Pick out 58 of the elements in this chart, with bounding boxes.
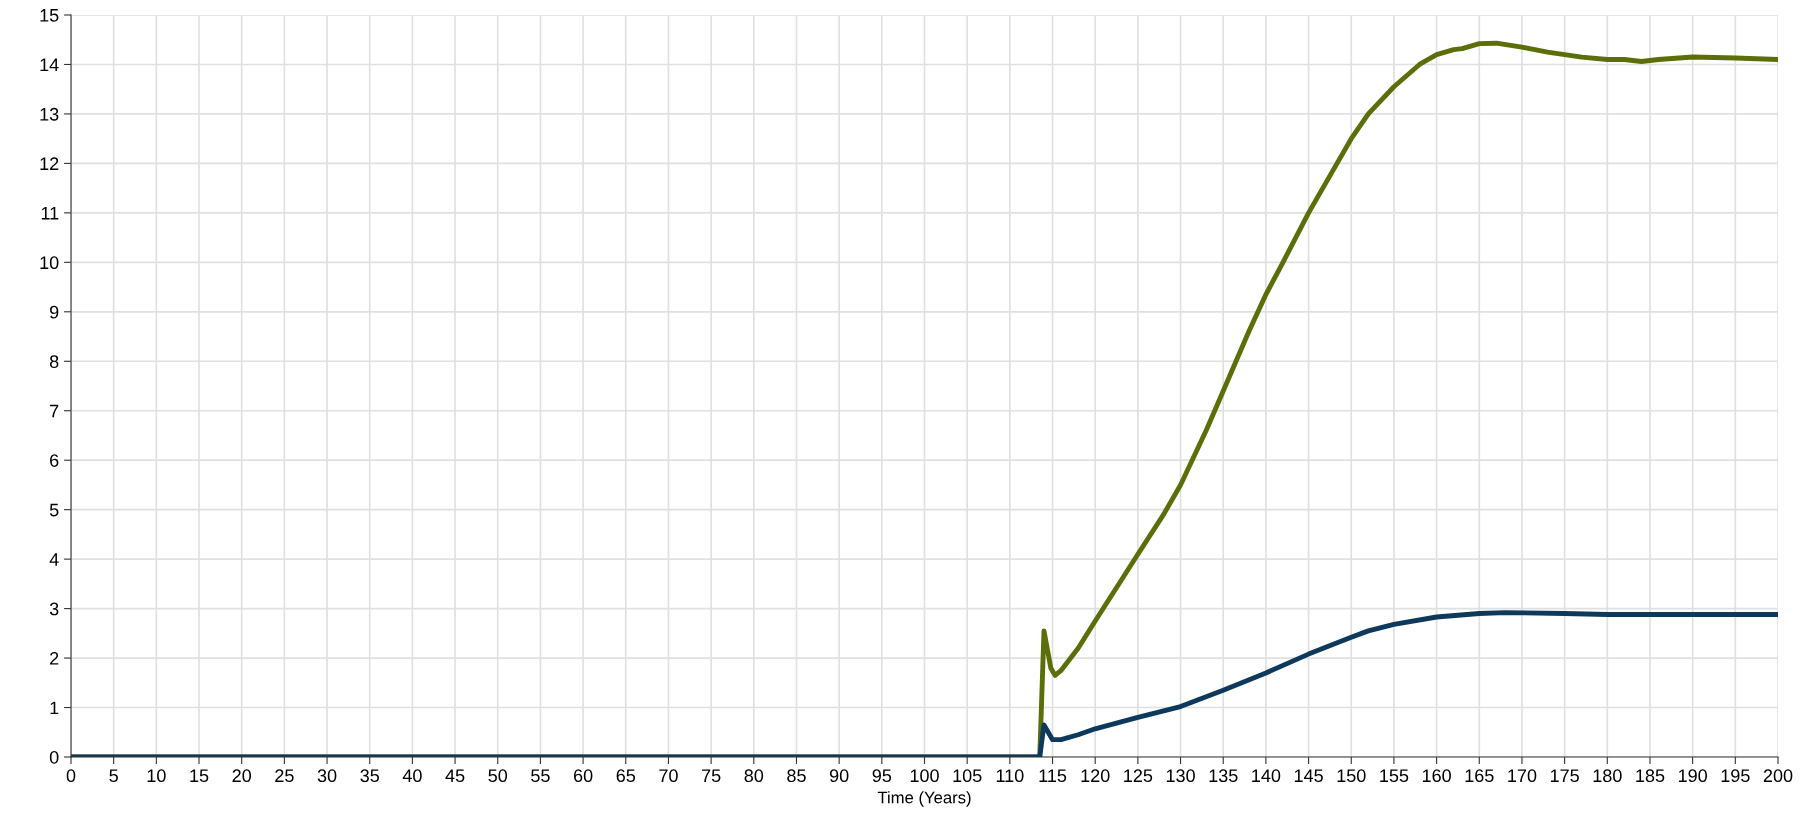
- x-tick-label: 80: [744, 769, 764, 783]
- x-tick-label: 135: [1209, 769, 1238, 783]
- y-tick-label: 5: [49, 503, 59, 517]
- x-tick-label: 45: [445, 769, 465, 783]
- y-tick-label: 0: [49, 750, 59, 764]
- x-tick-label: 10: [147, 769, 166, 783]
- x-tick-label: 120: [1081, 769, 1110, 783]
- x-tick-label: 90: [829, 769, 849, 783]
- x-tick-label: 85: [787, 769, 806, 783]
- x-tick-label: 50: [488, 769, 508, 783]
- x-tick-label: 65: [616, 769, 636, 783]
- y-tick-label: 6: [50, 454, 59, 467]
- x-tick-label: 140: [1252, 769, 1281, 783]
- x-tick-label: 190: [1678, 769, 1708, 783]
- x-axis-title: Time (Years): [877, 791, 971, 807]
- y-tick-label: 11: [41, 206, 59, 220]
- x-tick-label: 150: [1337, 769, 1366, 783]
- x-tick-label: 155: [1380, 769, 1409, 783]
- x-tick-label: 0: [66, 769, 76, 783]
- y-tick-label: 8: [49, 355, 59, 368]
- y-tick-label: 9: [50, 305, 59, 319]
- x-tick-label: 200: [1763, 769, 1793, 783]
- y-tick-label: 15: [40, 9, 59, 22]
- x-tick-label: 130: [1166, 769, 1195, 783]
- y-tick-label: 14: [40, 58, 59, 72]
- x-tick-label: 105: [953, 769, 982, 783]
- y-tick-label: 4: [49, 553, 59, 566]
- x-tick-label: 115: [1039, 769, 1067, 783]
- x-tick-label: 195: [1721, 769, 1750, 783]
- x-tick-label: 20: [232, 769, 252, 783]
- x-tick-label: 145: [1294, 769, 1323, 783]
- y-tick-label: 7: [50, 404, 59, 418]
- x-tick-label: 40: [402, 769, 422, 783]
- x-tick-label: 5: [109, 769, 118, 783]
- y-tick-label: 12: [40, 157, 59, 170]
- x-tick-label: 165: [1465, 769, 1494, 783]
- x-tick-label: 175: [1550, 769, 1579, 783]
- x-tick-label: 160: [1422, 769, 1451, 783]
- y-tick-label: 10: [40, 256, 59, 270]
- x-tick-label: 25: [275, 769, 294, 783]
- x-tick-label: 100: [910, 769, 939, 783]
- x-tick-label: 15: [190, 769, 209, 783]
- x-tick-label: 55: [531, 769, 550, 783]
- y-tick-label: 13: [40, 107, 59, 121]
- x-tick-label: 170: [1508, 769, 1537, 783]
- x-tick-label: 95: [872, 769, 892, 783]
- y-tick-label: 1: [50, 701, 59, 715]
- x-tick-label: 75: [702, 769, 721, 783]
- x-tick-label: 110: [996, 769, 1024, 783]
- x-tick-label: 180: [1593, 769, 1622, 783]
- x-tick-label: 70: [659, 769, 678, 783]
- x-tick-label: 185: [1636, 769, 1665, 783]
- x-tick-label: 30: [317, 769, 337, 783]
- y-tick-label: 3: [49, 602, 59, 616]
- y-tick-label: 2: [50, 652, 59, 665]
- x-tick-label: 60: [573, 769, 593, 783]
- x-tick-label: 35: [360, 769, 380, 783]
- x-tick-label: 125: [1124, 769, 1153, 783]
